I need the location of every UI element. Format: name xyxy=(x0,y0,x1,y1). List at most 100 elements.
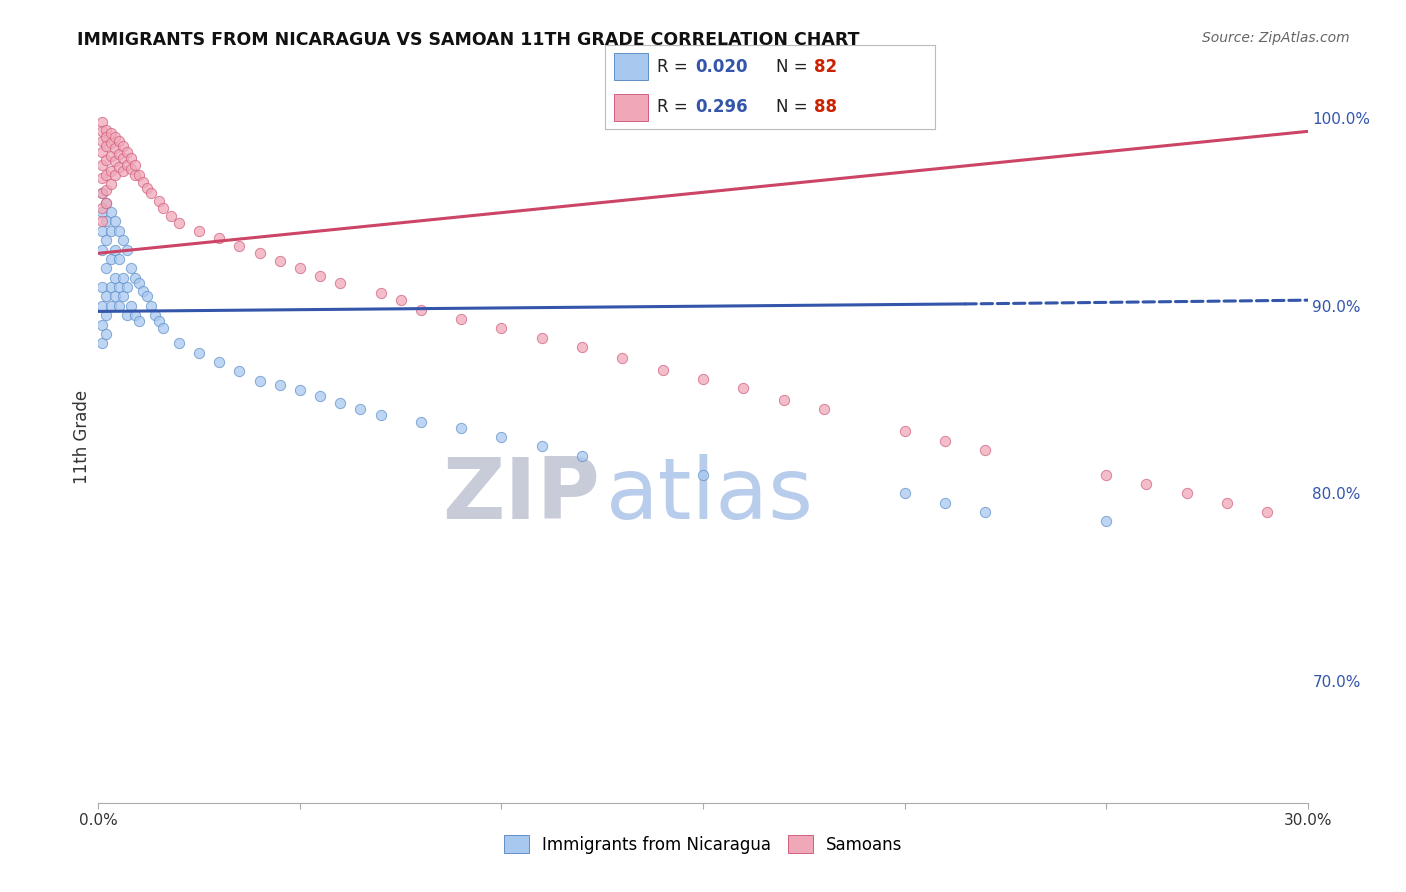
Point xyxy=(893,425,915,439)
Point xyxy=(100,205,122,219)
Point xyxy=(100,299,122,313)
Point xyxy=(124,168,146,182)
Text: 88: 88 xyxy=(814,98,838,116)
Point xyxy=(692,467,714,482)
Text: R =: R = xyxy=(658,58,693,76)
Point xyxy=(96,139,118,153)
Point xyxy=(208,355,231,369)
Point xyxy=(107,147,129,161)
Point xyxy=(91,124,114,138)
Point xyxy=(91,134,114,148)
Y-axis label: 11th Grade: 11th Grade xyxy=(73,390,91,484)
Point xyxy=(115,308,138,322)
Point xyxy=(111,139,134,153)
Point xyxy=(91,280,114,294)
Point xyxy=(143,308,166,322)
Point xyxy=(96,326,118,341)
Point xyxy=(135,180,157,194)
Text: atlas: atlas xyxy=(606,454,814,537)
Point xyxy=(349,401,371,416)
Point xyxy=(91,201,114,215)
Point xyxy=(1095,515,1118,529)
Point xyxy=(96,195,118,210)
Point xyxy=(692,372,714,386)
Point xyxy=(167,336,190,351)
Text: Source: ZipAtlas.com: Source: ZipAtlas.com xyxy=(1202,31,1350,45)
Point xyxy=(152,321,174,335)
Point xyxy=(96,168,118,182)
Point xyxy=(228,239,250,253)
Point xyxy=(132,175,155,189)
Point xyxy=(91,205,114,219)
Point xyxy=(128,277,150,291)
Point xyxy=(115,280,138,294)
Point xyxy=(1135,477,1157,491)
Point xyxy=(135,289,157,303)
Point xyxy=(107,299,129,313)
Point xyxy=(269,377,291,392)
Point xyxy=(107,280,129,294)
Point xyxy=(733,381,755,395)
Point xyxy=(111,289,134,303)
Point xyxy=(148,314,170,328)
Point xyxy=(934,434,956,448)
Point xyxy=(91,171,114,186)
Point xyxy=(152,201,174,215)
Point xyxy=(1095,467,1118,482)
Point xyxy=(107,224,129,238)
Point xyxy=(96,182,118,196)
Point xyxy=(103,270,125,285)
Point xyxy=(100,224,122,238)
Point xyxy=(1216,496,1239,510)
Point xyxy=(100,136,122,150)
Point xyxy=(974,443,997,458)
Point xyxy=(111,151,134,165)
Point xyxy=(329,396,352,410)
Point xyxy=(96,233,118,247)
Point xyxy=(107,134,129,148)
Point xyxy=(100,126,122,140)
Point xyxy=(1256,505,1278,519)
Point xyxy=(651,362,673,376)
Text: R =: R = xyxy=(658,98,693,116)
Point xyxy=(571,449,593,463)
Point xyxy=(128,314,150,328)
Point xyxy=(208,231,231,245)
Point xyxy=(96,130,118,145)
Point xyxy=(167,216,190,230)
Point xyxy=(103,168,125,182)
Point xyxy=(100,280,122,294)
Point xyxy=(91,336,114,351)
Point xyxy=(96,153,118,167)
Point xyxy=(329,277,352,291)
Point xyxy=(370,408,392,422)
Point xyxy=(249,246,271,260)
Point xyxy=(228,364,250,378)
Point xyxy=(96,214,118,228)
Text: 0.020: 0.020 xyxy=(696,58,748,76)
Point xyxy=(389,293,412,308)
Point xyxy=(96,308,118,322)
Point xyxy=(124,158,146,172)
Point xyxy=(111,270,134,285)
Point xyxy=(409,302,432,317)
Point xyxy=(91,186,114,201)
Text: 82: 82 xyxy=(814,58,838,76)
Point xyxy=(450,420,472,434)
Bar xyxy=(614,54,648,80)
Point xyxy=(103,289,125,303)
Point xyxy=(491,321,513,335)
Point xyxy=(96,122,118,136)
Point xyxy=(100,252,122,266)
Point xyxy=(571,340,593,354)
Point xyxy=(934,496,956,510)
Point xyxy=(1175,486,1198,500)
Point xyxy=(491,430,513,444)
Point xyxy=(269,253,291,268)
Point xyxy=(115,158,138,172)
Point xyxy=(530,440,553,454)
Point xyxy=(370,285,392,300)
Point xyxy=(111,163,134,178)
Point xyxy=(288,261,311,276)
Point xyxy=(120,161,142,176)
